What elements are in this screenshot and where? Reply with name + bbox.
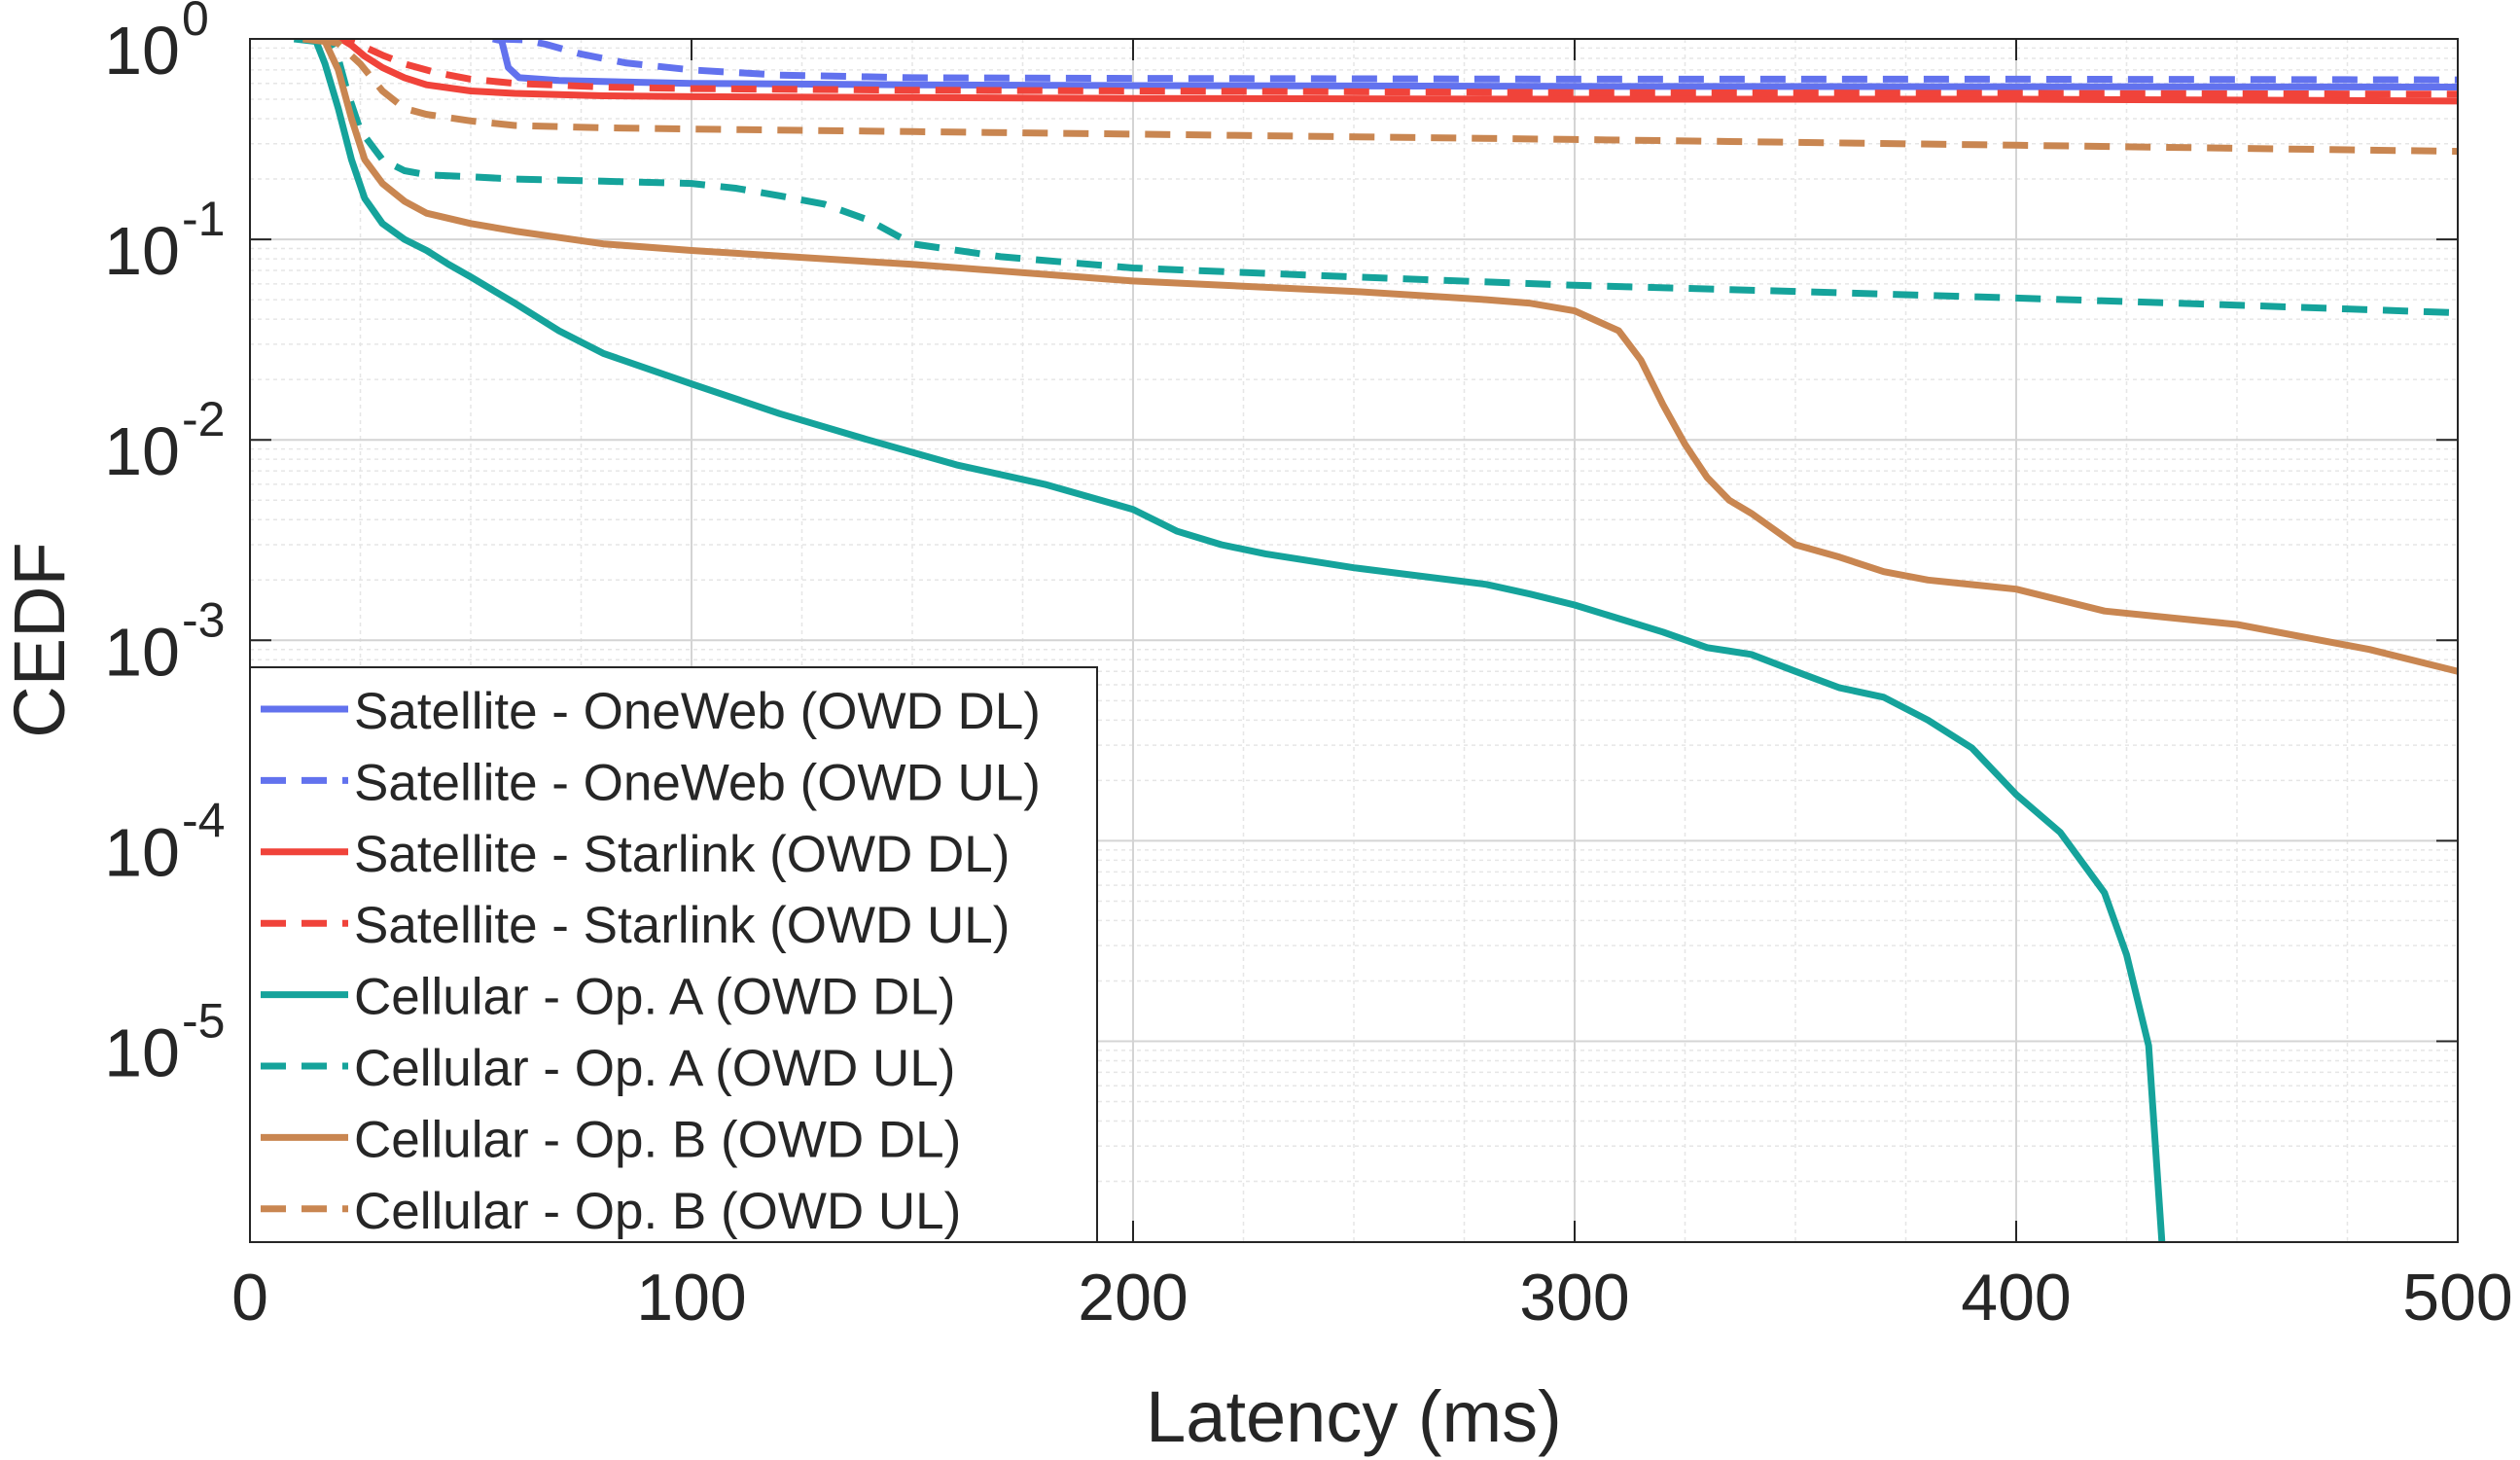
x-tick-label: 300 <box>1519 1261 1629 1335</box>
y-tick-exponent: 0 <box>182 0 209 46</box>
series-line-6 <box>311 39 2458 317</box>
legend-item: Cellular - Op. A (OWD DL) <box>261 969 955 1026</box>
legend-item: Cellular - Op. B (OWD UL) <box>261 1183 961 1240</box>
legend-box <box>249 666 1098 1243</box>
legend-label: Satellite - OneWeb (OWD DL) <box>354 683 1041 740</box>
legend-label: Satellite - OneWeb (OWD UL) <box>354 754 1041 811</box>
x-tick-label: 500 <box>2402 1261 2512 1335</box>
y-tick-label: 10 0 <box>104 0 209 89</box>
x-axis-label: Latency (ms) <box>1146 1376 1562 1457</box>
legend-item: Satellite - OneWeb (OWD UL) <box>261 754 1041 811</box>
legend-label: Cellular - Op. A (OWD UL) <box>354 1040 955 1097</box>
y-tick-base: 10 <box>104 1015 180 1091</box>
y-tick-base: 10 <box>104 814 180 890</box>
legend-label: Cellular - Op. B (OWD UL) <box>354 1183 961 1240</box>
legend-label: Satellite - Starlink (OWD DL) <box>354 826 1010 883</box>
legend-item: Satellite - Starlink (OWD DL) <box>261 826 1010 883</box>
y-tick-label: 10 -1 <box>104 192 225 289</box>
legend-label: Satellite - Starlink (OWD UL) <box>354 897 1010 954</box>
legend-item: Satellite - OneWeb (OWD DL) <box>261 683 1041 740</box>
series-line-4 <box>329 39 2458 98</box>
series-line-7 <box>302 39 2458 675</box>
y-tick-exponent: -2 <box>182 392 225 446</box>
x-tick-label: 200 <box>1078 1261 1188 1335</box>
legend-label: Cellular - Op. A (OWD DL) <box>354 969 955 1026</box>
y-tick-label: 10 -4 <box>104 793 225 890</box>
series-layer <box>293 39 2458 1242</box>
series-line-5 <box>293 39 2166 1242</box>
axis-ticks <box>249 38 2459 1242</box>
legend-item: Cellular - Op. A (OWD UL) <box>261 1040 955 1097</box>
y-tick-label: 10 -3 <box>104 592 225 690</box>
legend: Satellite - OneWeb (OWD DL) Satellite - O… <box>249 666 1098 1243</box>
legend-item: Cellular - Op. B (OWD DL) <box>261 1111 961 1168</box>
y-axis-label: CEDF <box>0 542 80 737</box>
legend-label: Cellular - Op. B (OWD DL) <box>354 1111 961 1168</box>
y-tick-base: 10 <box>104 13 180 89</box>
y-tick-base: 10 <box>104 413 180 489</box>
x-tick-label: 100 <box>636 1261 746 1335</box>
x-tick-label: 400 <box>1961 1261 2071 1335</box>
x-tick-label: 0 <box>231 1261 268 1335</box>
y-tick-label: 10 -5 <box>104 994 225 1091</box>
series-line-3 <box>329 39 2458 105</box>
y-tick-exponent: -1 <box>182 192 225 246</box>
series-line-8 <box>315 39 2458 156</box>
y-tick-exponent: -3 <box>182 592 225 647</box>
y-tick-exponent: -4 <box>182 793 225 847</box>
x-tick-labels: 0 100 200 300 400 500 <box>231 1261 2513 1335</box>
y-tick-base: 10 <box>104 614 180 690</box>
series-line-2 <box>497 39 2458 84</box>
y-tick-exponent: -5 <box>182 994 225 1049</box>
legend-item: Satellite - Starlink (OWD UL) <box>261 897 1010 954</box>
y-tick-base: 10 <box>104 213 180 289</box>
series-line-1 <box>492 39 2458 90</box>
y-tick-label: 10 -2 <box>104 392 225 489</box>
